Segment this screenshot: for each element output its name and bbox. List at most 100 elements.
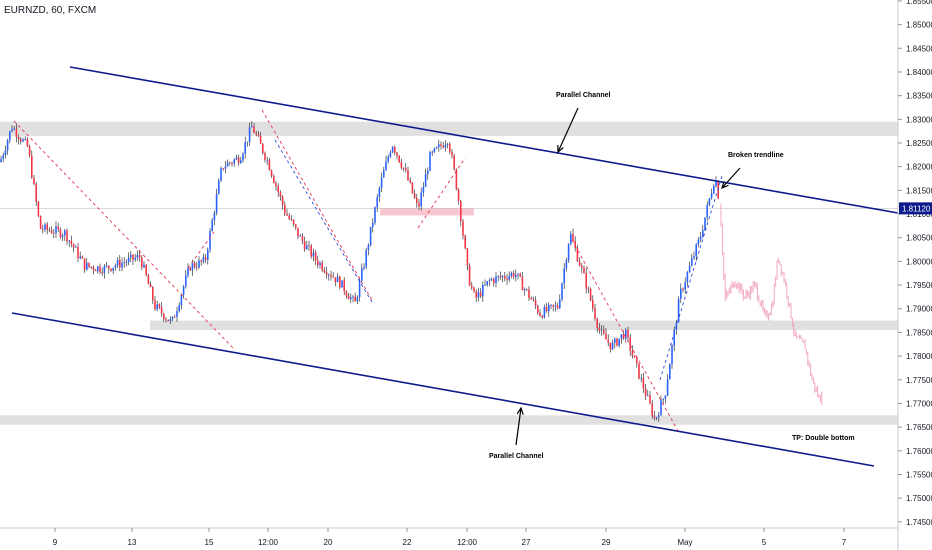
candle-body (545, 306, 548, 312)
candle-body (385, 161, 387, 171)
candle-body (220, 168, 222, 181)
candle-body (174, 316, 176, 318)
candle-body (455, 169, 458, 190)
candle-body (704, 217, 706, 231)
y-tick-label: 1.77500 (906, 376, 932, 385)
candle-body (523, 289, 526, 291)
candle-body (622, 334, 625, 339)
candle-body (376, 197, 378, 208)
candle-body (339, 276, 341, 288)
candle-body (275, 182, 277, 187)
candle-body (363, 266, 365, 269)
candle-body (323, 270, 326, 273)
candle-body (336, 276, 339, 283)
candle-body (165, 319, 167, 321)
candle-body (378, 187, 381, 198)
candle-body (435, 147, 438, 149)
candle-body (295, 224, 297, 228)
candle-body (644, 388, 647, 396)
candle-body (556, 305, 559, 309)
candle-body (405, 168, 407, 171)
y-tick-label: 1.79500 (906, 281, 932, 290)
candle-body (369, 226, 372, 245)
price-zone (150, 320, 898, 331)
candle-body (462, 221, 464, 236)
candle-body (86, 262, 88, 270)
candle-body (136, 254, 139, 258)
candle-body (660, 400, 662, 416)
candle-body (636, 357, 638, 364)
price-zone (0, 415, 898, 425)
candle-body (11, 129, 13, 132)
candle-body (484, 284, 486, 286)
candle-body (669, 364, 671, 380)
candle-body (246, 141, 249, 143)
annotation-channel-bottom: Parallel Channel (489, 453, 544, 460)
candle-body (88, 262, 90, 267)
candle-body (240, 160, 242, 164)
candle-body (224, 166, 227, 169)
candle-body (389, 152, 392, 157)
candle-body (105, 265, 108, 267)
candle-body (702, 230, 704, 237)
drawing-tools (11, 66, 899, 467)
candle-body (493, 279, 495, 284)
candle-body (119, 260, 121, 268)
y-tick-label: 1.76000 (906, 447, 932, 456)
candle-body (312, 252, 315, 257)
candle-body (233, 159, 235, 164)
candle-body (642, 378, 645, 389)
candle-body (638, 363, 640, 379)
candle-body (147, 275, 150, 285)
candle-body (501, 276, 504, 278)
dashed-trendline (659, 175, 723, 381)
candle-body (664, 395, 667, 400)
candle-body (451, 151, 453, 156)
x-tick-label: 5 (762, 538, 767, 547)
candle-body (55, 226, 57, 234)
candle-body (684, 282, 686, 290)
x-tick-label: 13 (128, 538, 137, 547)
candle-body (550, 304, 552, 306)
candle-body (710, 193, 713, 199)
candle-body (706, 204, 708, 218)
candle-body (400, 162, 403, 168)
candle-body (449, 143, 451, 152)
candle-body (328, 274, 330, 276)
candle-body (251, 126, 253, 128)
candle-body (651, 403, 653, 416)
candle-body (506, 278, 508, 280)
candle-body (691, 258, 693, 266)
candle-body (152, 287, 154, 301)
y-tick-label: 1.85000 (906, 21, 932, 30)
candle-body (398, 155, 400, 163)
candle-body (526, 289, 528, 290)
candle-body (2, 155, 4, 160)
candle-body (380, 177, 383, 188)
candle-body (387, 156, 389, 162)
candle-body (198, 260, 200, 268)
candle-body (583, 267, 585, 274)
candle-body (464, 235, 466, 249)
y-tick-label: 1.78000 (906, 352, 932, 361)
candle-body (244, 142, 246, 154)
candle-body (134, 257, 136, 260)
candle-body (132, 254, 134, 260)
candle-body (31, 155, 33, 178)
candle-body (680, 288, 682, 299)
candle-body (143, 264, 145, 268)
x-tick-label: 9 (53, 538, 58, 547)
candle-body (270, 170, 273, 177)
candle-body (565, 260, 568, 269)
candle-body (97, 266, 99, 272)
candle-body (255, 132, 257, 135)
candle-body (167, 319, 169, 322)
candle-body (530, 297, 532, 300)
candle-body (715, 181, 717, 187)
candle-body (127, 257, 130, 263)
projection-path (720, 203, 823, 405)
candle-body (308, 245, 310, 247)
candle-body (189, 267, 191, 271)
candle-body (420, 192, 422, 207)
